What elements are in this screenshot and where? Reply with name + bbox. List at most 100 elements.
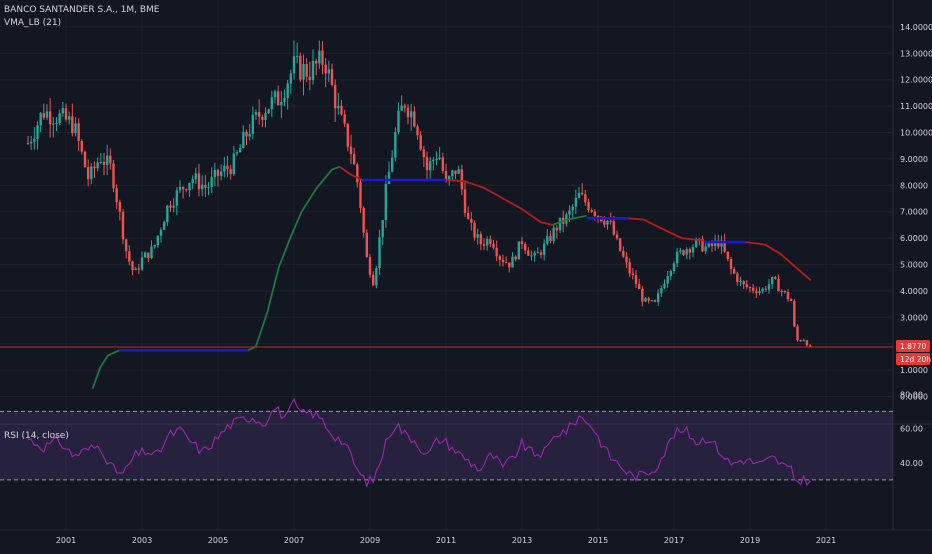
- candle-body: [324, 64, 327, 74]
- candle-body: [302, 63, 305, 80]
- candle-body: [717, 240, 720, 247]
- candle-body: [365, 232, 369, 258]
- candle-body: [96, 162, 99, 169]
- candle-body: [482, 244, 486, 246]
- vma-segment-up: [247, 165, 340, 352]
- candle-body: [441, 157, 445, 172]
- last-price-tag-text: 1.8770: [900, 342, 926, 351]
- candle-body: [289, 73, 293, 84]
- time-tick-label: 2021: [816, 536, 836, 545]
- candle-body: [739, 281, 742, 283]
- candle-body: [783, 290, 787, 293]
- indicator-legend[interactable]: VMA_LB (21): [4, 18, 61, 28]
- price-tick-label: 6.0000: [900, 234, 928, 243]
- candle-body: [419, 135, 422, 150]
- rsi-band: [0, 410, 893, 481]
- candle-body: [593, 211, 597, 216]
- candle-body: [666, 276, 669, 284]
- rsi-series-line: [28, 397, 811, 489]
- candle-body: [495, 247, 498, 257]
- candle-body: [403, 105, 407, 108]
- rsi-axis[interactable]: 40.00 60.00 80.00: [900, 390, 923, 468]
- candle-body: [742, 281, 745, 285]
- price-tick-label: 14.0000: [900, 23, 932, 32]
- candle-body: [29, 141, 33, 144]
- candle-body: [780, 290, 783, 292]
- price-tags: 1.8770 12d 20h: [896, 339, 931, 365]
- price-tick-label: 9.0000: [900, 155, 928, 164]
- candle-body: [191, 179, 194, 183]
- candle-body: [454, 170, 457, 174]
- candle-body: [131, 261, 134, 271]
- candle-body: [466, 212, 470, 219]
- candle-body: [729, 258, 733, 269]
- candle-body: [45, 111, 49, 118]
- vma-segment-down: [628, 217, 705, 242]
- candle-body: [80, 140, 84, 152]
- candle-body: [71, 116, 74, 134]
- candle-body: [400, 105, 403, 111]
- candle-body: [105, 155, 109, 165]
- candle-body: [188, 182, 191, 191]
- candle-body: [656, 293, 660, 302]
- candle-body: [675, 251, 679, 264]
- rsi-title: RSI (14, close): [4, 431, 69, 441]
- candle-body: [647, 298, 650, 301]
- candle-body: [523, 244, 527, 251]
- candle-body: [603, 221, 606, 225]
- candle-body: [311, 60, 315, 81]
- candle-body: [178, 187, 182, 191]
- candle-body: [425, 157, 429, 171]
- candle-body: [514, 256, 517, 260]
- candle-body: [77, 123, 80, 141]
- candle-body: [504, 262, 508, 264]
- candle-body: [685, 249, 688, 255]
- candle-body: [52, 123, 55, 125]
- rsi-legend[interactable]: RSI (14, close): [4, 431, 69, 441]
- candle-body: [460, 169, 464, 190]
- candle-body: [181, 187, 185, 190]
- candle-body: [406, 107, 410, 118]
- candle-body: [314, 60, 318, 64]
- grid: [0, 0, 932, 531]
- candle-body: [270, 97, 274, 110]
- price-tick-label: 11.0000: [900, 102, 932, 111]
- candle-body: [90, 166, 93, 180]
- candle-body: [723, 240, 726, 252]
- candle-body: [444, 171, 448, 181]
- candle-body: [124, 239, 128, 252]
- candle-body: [162, 222, 166, 230]
- candle-body: [625, 256, 628, 263]
- candle-body: [511, 256, 514, 268]
- candle-body: [612, 221, 616, 235]
- symbol-legend[interactable]: BANCO SANTANDER S.A., 1M, BME: [4, 5, 159, 15]
- candle-body: [93, 166, 96, 169]
- candle-body: [701, 238, 704, 252]
- candle-body: [793, 300, 796, 327]
- time-tick-label: 2015: [588, 536, 608, 545]
- candle-body: [755, 290, 758, 294]
- candle-body: [109, 155, 112, 164]
- candle-body: [435, 158, 438, 160]
- candle-body: [33, 138, 36, 142]
- candle-body: [447, 176, 451, 181]
- candle-body: [147, 252, 150, 259]
- price-tick-label: 7.0000: [900, 208, 928, 217]
- candle-body: [352, 153, 356, 165]
- candle-body: [691, 246, 695, 253]
- candle-body: [568, 210, 571, 215]
- candle-body: [451, 170, 454, 177]
- vma-segment-down: [445, 179, 553, 226]
- time-tick-label: 2019: [740, 536, 760, 545]
- candle-body: [732, 268, 736, 274]
- candle-body: [242, 131, 245, 148]
- candle-body: [805, 340, 809, 346]
- time-axis[interactable]: 2001 2003 2005 2007 2009 2011 2013 2015 2017 2019…: [56, 536, 836, 545]
- candle-body: [128, 251, 131, 262]
- candle-body: [644, 298, 647, 302]
- candle-body: [254, 111, 258, 115]
- candle-body: [751, 287, 755, 291]
- candle-body: [580, 192, 584, 195]
